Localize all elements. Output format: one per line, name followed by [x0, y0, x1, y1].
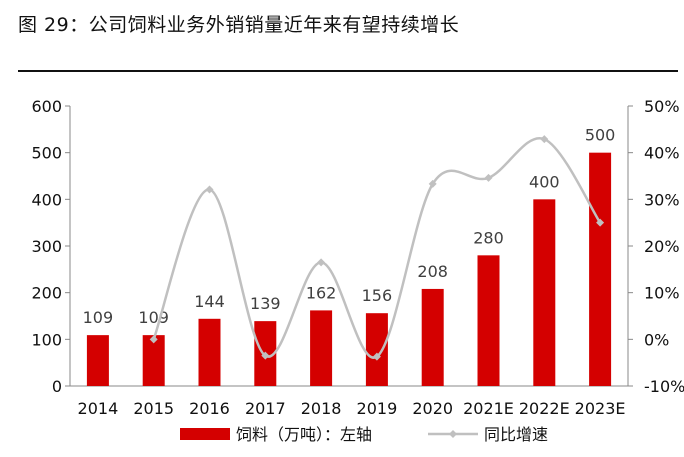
bar-data-label: 280	[473, 228, 504, 247]
right-axis-tick-label: 10%	[644, 284, 680, 303]
right-axis-tick-label: 0%	[644, 330, 669, 349]
bar-data-label: 139	[250, 294, 281, 313]
feed-volume-bar	[86, 335, 109, 386]
left-axis-tick-label: 100	[31, 330, 62, 349]
growth-rate-point	[428, 179, 437, 188]
feed-volume-bar	[310, 310, 333, 386]
right-axis-tick-label: 40%	[644, 144, 680, 163]
x-axis-category-label: 2019	[357, 399, 398, 418]
feed-volume-bar	[365, 313, 388, 386]
legend-item-label: 饲料（万吨）：左轴	[236, 425, 372, 444]
x-axis-category-label: 2017	[245, 399, 286, 418]
legend-item-label: 同比增速	[484, 425, 548, 444]
bar-data-label: 400	[529, 172, 560, 191]
title-divider	[18, 70, 678, 72]
growth-rate-point	[484, 173, 493, 182]
x-axis-category-label: 2014	[78, 399, 119, 418]
bar-data-label: 208	[417, 262, 448, 281]
feed-volume-bar	[477, 255, 500, 386]
feed-volume-bar	[198, 318, 221, 386]
growth-rate-point	[149, 335, 158, 344]
x-axis-category-label: 2020	[412, 399, 453, 418]
left-axis-tick-label: 600	[31, 97, 62, 116]
axis-tick-labels: 0 100 200 300 400 500 600 -10% 0% 10% 20% 30% 40% 50%…	[31, 97, 684, 418]
feed-volume-bar	[589, 152, 612, 386]
right-axis-tick-label: 30%	[644, 190, 680, 209]
legend-line-marker	[449, 430, 457, 438]
bar-data-label: 156	[362, 286, 393, 305]
growth-rate-point	[596, 218, 605, 227]
growth-rate-line	[152, 136, 602, 359]
bar-data-label: 500	[585, 126, 616, 145]
x-axis-category-label: 2018	[301, 399, 342, 418]
bar-series	[86, 152, 612, 386]
feed-volume-bar	[142, 335, 165, 386]
x-axis-category-label: 2023E	[575, 399, 626, 418]
x-axis-category-label: 2015	[133, 399, 174, 418]
chart-legend: 饲料（万吨）：左轴 同比增速	[180, 425, 548, 444]
x-axis-category-label: 2021E	[463, 399, 514, 418]
bar-data-label: 162	[306, 283, 337, 302]
left-axis-tick-label: 400	[31, 190, 62, 209]
left-axis-tick-label: 0	[52, 377, 62, 396]
growth-line-series	[149, 135, 605, 361]
growth-rate-point	[540, 135, 549, 144]
x-axis-category-label: 2022E	[519, 399, 570, 418]
growth-rate-point	[317, 258, 326, 267]
figure-title: 图 29：公司饲料业务外销销量近年来有望持续增长	[18, 14, 460, 36]
feed-volume-bar	[421, 288, 444, 386]
bar-data-label: 144	[194, 292, 225, 311]
left-axis-tick-label: 500	[31, 144, 62, 163]
growth-rate-point	[261, 351, 270, 360]
x-axis-category-label: 2016	[189, 399, 230, 418]
bar-data-labels: 109 109 144 139 162 156 208 280 400 500	[83, 126, 616, 327]
bar-data-label: 109	[83, 308, 114, 327]
right-axis-tick-label: 50%	[644, 97, 680, 116]
left-axis-tick-label: 200	[31, 284, 62, 303]
left-axis-tick-label: 300	[31, 237, 62, 256]
right-axis-tick-label: -10%	[644, 377, 684, 396]
growth-rate-point	[205, 185, 214, 194]
growth-rate-point	[372, 352, 381, 361]
feed-volume-bar	[533, 199, 556, 386]
right-axis-tick-label: 20%	[644, 237, 680, 256]
legend-bar-swatch	[180, 428, 230, 440]
bar-data-label: 109	[138, 308, 169, 327]
